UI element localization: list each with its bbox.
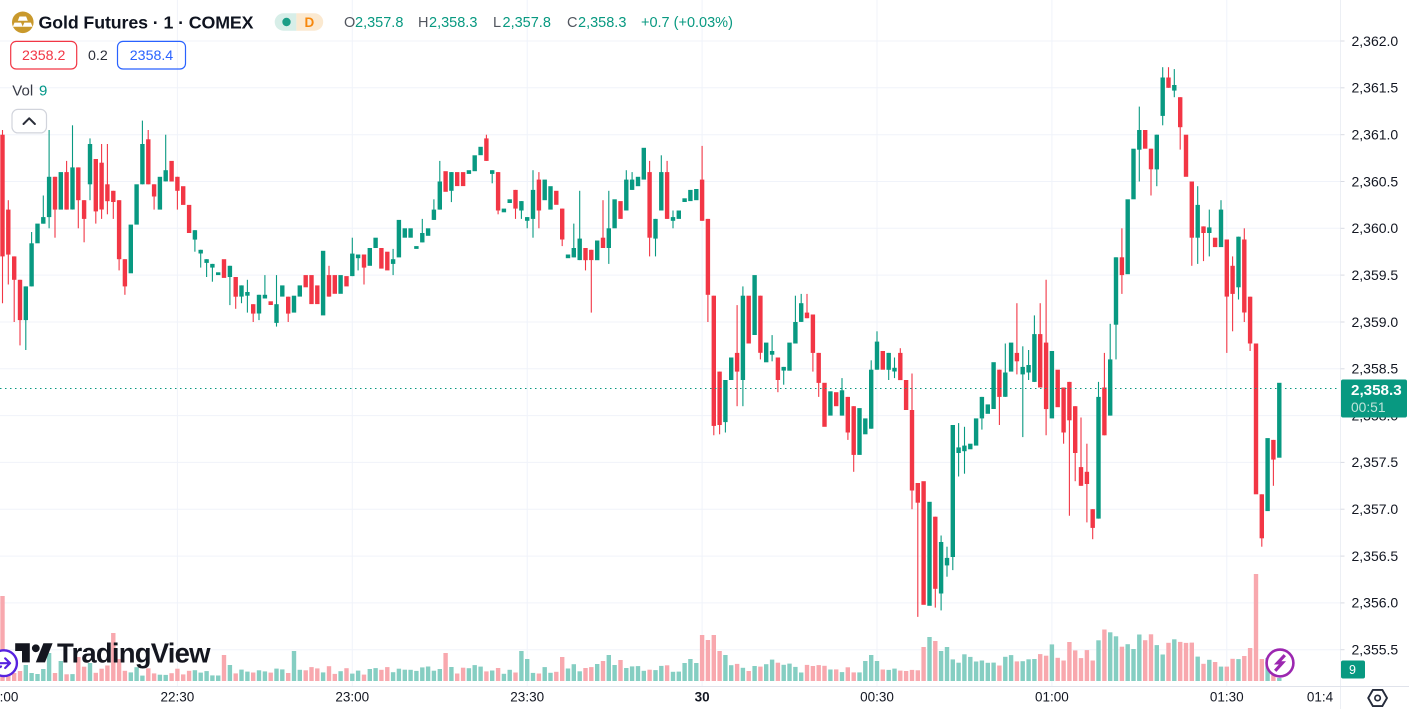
svg-text:O: O (344, 15, 355, 31)
svg-text:2,361.0: 2,361.0 (1352, 127, 1399, 143)
svg-text:9: 9 (39, 83, 47, 100)
svg-text:C: C (567, 15, 577, 31)
svg-text:2,356.0: 2,356.0 (1352, 595, 1399, 611)
svg-text:2358.2: 2358.2 (22, 48, 66, 64)
svg-text:0.2: 0.2 (88, 48, 108, 64)
svg-text:2,357.8: 2,357.8 (503, 15, 551, 31)
svg-text:+0.7 (+0.03%): +0.7 (+0.03%) (641, 15, 733, 31)
svg-text:2,360.5: 2,360.5 (1352, 173, 1399, 189)
svg-text:2,356.5: 2,356.5 (1352, 548, 1399, 564)
svg-text:23:30: 23:30 (510, 690, 544, 705)
svg-text:2,359.5: 2,359.5 (1352, 267, 1399, 283)
svg-text:Vol: Vol (12, 83, 33, 100)
svg-text:2358.4: 2358.4 (130, 48, 174, 64)
svg-text:2,358.3: 2,358.3 (578, 15, 626, 31)
svg-text:2,359.0: 2,359.0 (1352, 314, 1399, 330)
svg-text:Gold Futures · 1 · COMEX: Gold Futures · 1 · COMEX (39, 13, 254, 33)
svg-text:23:00: 23:00 (335, 690, 369, 705)
svg-text:2,358.3: 2,358.3 (1351, 382, 1402, 399)
svg-text:2,358.3: 2,358.3 (429, 15, 477, 31)
svg-text:TradingView: TradingView (57, 638, 211, 669)
svg-text:30: 30 (695, 690, 710, 705)
svg-text:D: D (305, 15, 315, 30)
svg-text:22:30: 22:30 (161, 690, 195, 705)
svg-text:2,361.5: 2,361.5 (1352, 80, 1399, 96)
svg-text:2,358.5: 2,358.5 (1352, 361, 1399, 377)
svg-text:2,362.0: 2,362.0 (1352, 33, 1399, 49)
svg-text:01:30: 01:30 (1210, 690, 1244, 705)
svg-text:2,355.5: 2,355.5 (1352, 642, 1399, 658)
svg-text:2,360.0: 2,360.0 (1352, 220, 1399, 236)
svg-text:01:4: 01:4 (1307, 690, 1334, 705)
svg-text::00: :00 (0, 690, 18, 705)
svg-text:00:51: 00:51 (1351, 400, 1386, 415)
svg-text:2,357.8: 2,357.8 (355, 15, 403, 31)
svg-text:2,357.5: 2,357.5 (1352, 454, 1399, 470)
svg-text:2,357.0: 2,357.0 (1352, 501, 1399, 517)
svg-text:00:30: 00:30 (860, 690, 894, 705)
svg-text:9: 9 (1349, 663, 1356, 677)
svg-text:H: H (418, 15, 428, 31)
svg-text:01:00: 01:00 (1035, 690, 1069, 705)
svg-text:L: L (493, 15, 501, 31)
